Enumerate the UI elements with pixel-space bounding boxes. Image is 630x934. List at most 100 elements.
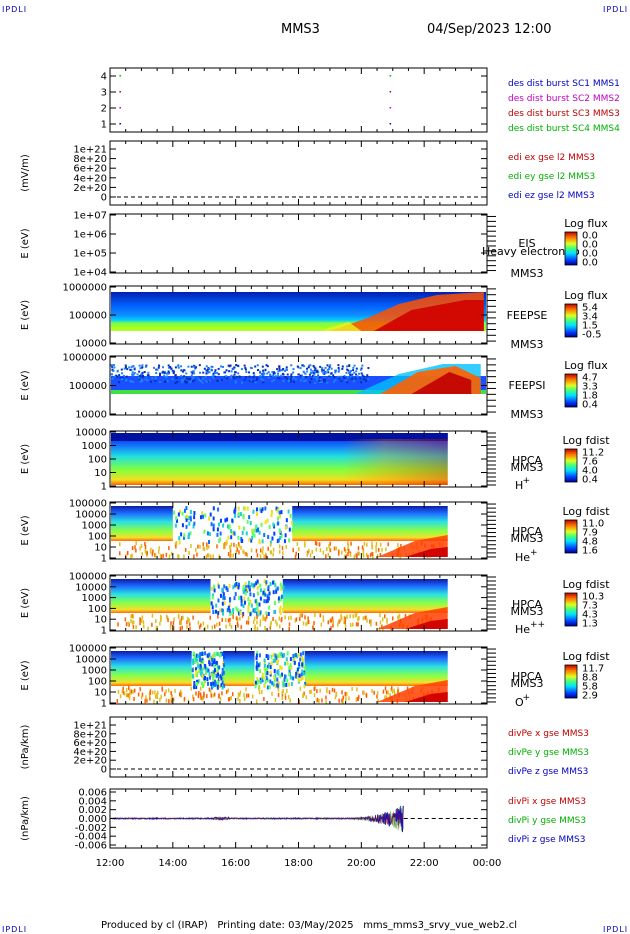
panel-feepsi-speckle [211,375,214,378]
panel-hpca-he-speckle [280,510,283,515]
panel-hpca-o-speckle [280,672,283,677]
panel-hpca-hepp-low-speckle [312,625,314,630]
panel-hpca-o-speckle [206,677,209,682]
panel-feepsi-speckle [138,376,141,379]
panel-hpca-o-speckle [298,665,301,670]
panel-feepsi-speckle [318,379,321,382]
panel-hpca-hepp-speckle [272,580,275,585]
panel-hpca-hepp-low-speckle [232,614,234,619]
panel-feepsi-speckle [311,374,314,377]
panel-hpca-hepp-ytick-label: 100000 [69,572,107,583]
time-axis-label: 18:00 [284,858,313,869]
panel-hpca-o-speckle [284,661,287,666]
panel-feepse-core-region [373,300,484,331]
panel-hpca-o-low-speckle [225,689,228,694]
panel-divpi-ytick-label: 0.002 [78,805,107,816]
panel-hpca-o-low-speckle [331,687,334,692]
panel-feepsi-speckle [353,380,356,383]
panel-hpca-o-speckle [288,668,291,673]
panel-eis-ytick-label: 1e+06 [73,230,107,241]
panel-feepsi-speckle [363,375,366,378]
panel-hpca-o-low-speckle [137,692,140,697]
panel-feepsi-speckle [326,381,329,384]
panel-feepsi-speckle [204,375,207,378]
panel-feepsi-speckle [354,377,357,380]
panel-feepsi-speckle [144,378,147,381]
panel-hpca-o-speckle [266,671,269,676]
panel-feepsi-instrument-label: FEEPSI [508,379,545,392]
panel-feepsi-cbar-tick: 0.4 [582,400,598,411]
panel-hpca-hepp-low-speckle [235,616,238,621]
panel-hpca-o-speckle [277,659,280,664]
panel-hpca-o-speckle [259,679,262,684]
panel-hpca-hepp-speckle [273,609,276,614]
panel-hpca-he-low-speckle [269,542,272,547]
panel-hpca-he-speckle [264,506,267,511]
panel-hpca-he-speckle [277,538,280,543]
panel-hpca-he-low-speckle [371,552,374,557]
panel-feepsi-ytick-label: 10000 [75,410,107,421]
panel-feepsi-speckle [312,371,315,374]
panel-feepsi-speckle [154,377,157,380]
panel-hpca-o-speckle [203,682,206,687]
panel-hpca-hepp-low-speckle [306,620,309,625]
panel-hpca-he-low-speckle [314,541,317,546]
panel-hpca-hepp-low-speckle [132,624,135,629]
panel-feepsi-speckle [133,367,136,370]
panel-feepsi-speckle [192,376,195,379]
panel-feepsi-speckle [332,374,335,377]
panel-feepsi-colorbar [564,373,578,408]
panel-hpca-o-speckle [202,660,205,665]
panel-hpca-o-low-speckle [221,691,223,696]
panel-feepsi-speckle [254,365,257,368]
panel-hpca-hepp-low-speckle [352,614,354,619]
panel-hpca-o-speckle [288,665,291,670]
panel-hpca-he-low-speckle [152,549,154,554]
panel-hpca-he-low-speckle [372,554,374,559]
panel-hpca-o-speckle [195,681,198,686]
panel-hpca-he-speckle [257,527,260,532]
panel-hpca-o-speckle [201,673,204,678]
panel-feepsi-speckle [284,375,287,378]
panel-hpca-hepp-low-speckle [225,624,227,629]
panel-feepsi-speckle [280,374,283,377]
panel-hpca-hepp-low-speckle [329,618,332,623]
panel-hpca-o-speckle [300,676,303,681]
panel-hpca-he-low-speckle [193,554,195,559]
panel-divpi-ytick-label: -0.004 [75,832,107,843]
panel-hpca-o-low-speckle [385,695,388,700]
panel-hpca-he-speckle [212,527,215,532]
panel-hpca-he-low-speckle [199,544,201,549]
corner-mark-tr: IPDLI [603,5,629,14]
panel-feepsi-speckle [131,373,134,376]
panel-hpca-o-speckle [277,681,280,686]
panel-hpca-hepp-speckle [263,579,266,584]
panel-hpca-he-low-speckle [367,554,369,559]
panel-feepsi-speckle [309,381,312,384]
panel-hpca-hepp-low-speckle [155,625,158,630]
panel-hpca-o-low-speckle [168,699,170,704]
panel-hpca-o-speckle [277,684,280,689]
panel-hpca-o-low-speckle [192,697,195,702]
panel-hpca-he-speckle [237,506,240,511]
panel-feepsi-speckle [180,374,183,377]
panel-hpca-hepp-speckle [282,585,285,590]
panel-hpca-he-low-speckle [229,554,231,559]
panel-hpca-he-speckle [246,519,249,524]
panel-feepsi-speckle [324,371,327,374]
corner-mark-br: IPDLI [603,925,629,934]
panel-hpca-o-low-speckle [355,697,358,702]
panel-feepsi-speckle [312,364,315,367]
panel-hpca-hepp-speckle [244,589,247,594]
panel-divpi-ytick-label: -0.002 [75,823,107,834]
panel-feepsi-speckle [198,364,201,367]
panel-hpca-o-speckle [222,654,225,659]
panel-feepsi-speckle [198,376,201,379]
panel-hpca-hepp-speckle [212,593,215,598]
panel-hpca-o-speckle [269,679,272,684]
panel-feepsi-speckle [119,377,122,380]
panel-hpca-o-low-speckle [144,699,146,704]
panel-hpca-he-low-speckle [259,548,262,553]
panel-hpca-o-speckle [266,678,269,683]
panel-hpca-hepp-low-speckle [327,620,330,625]
